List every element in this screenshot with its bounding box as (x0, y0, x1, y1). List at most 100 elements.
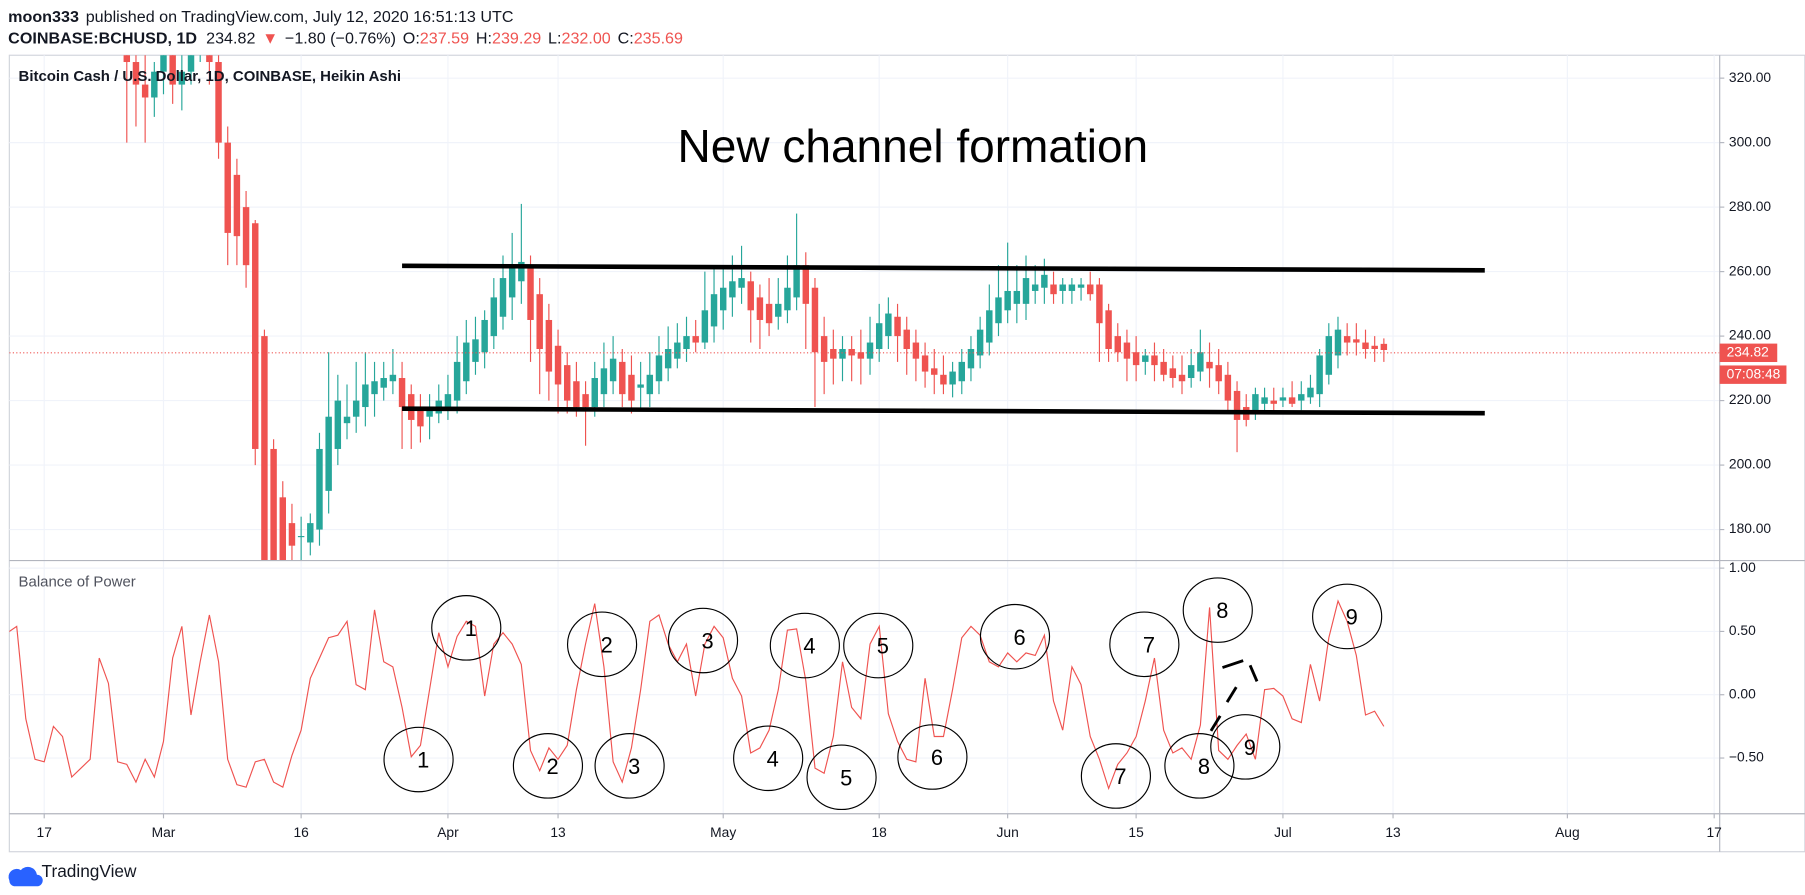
published: published on TradingView.com, July 12, 2… (86, 8, 514, 26)
candle-body (1059, 284, 1066, 291)
candle-body (1160, 361, 1167, 375)
candle-body (949, 371, 956, 385)
annotation-ellipse (769, 612, 840, 679)
candle-body (1041, 274, 1048, 288)
candle-body (573, 381, 580, 408)
x-tick-label: 18 (872, 824, 888, 840)
candle-body (261, 336, 268, 561)
candle-body (1325, 336, 1333, 375)
x-tick-label: 13 (550, 824, 566, 840)
x-tick-label: Mar (152, 824, 176, 840)
annotation-label: 7 (1143, 632, 1155, 657)
candle-body (1013, 290, 1021, 304)
footer-brand: TradingView (42, 861, 137, 881)
candle-body (1270, 400, 1277, 404)
bop-pane-title: Balance of Power (19, 573, 136, 590)
annotation-label: 5 (877, 634, 889, 659)
countdown-label: 07:08:48 (1727, 365, 1781, 381)
last: 234.82 (206, 30, 255, 48)
candle-body (426, 407, 433, 417)
candle-body (352, 400, 360, 417)
candle-body (490, 297, 498, 337)
candle-body (839, 348, 846, 359)
candle-body (1334, 329, 1342, 356)
candle-body (545, 319, 553, 372)
y-tick-label: 0.50 (1729, 622, 1756, 638)
annotation-label: 6 (1014, 625, 1026, 650)
candle-body (242, 207, 250, 266)
candle-body (1279, 397, 1287, 401)
annotation-ellipse (566, 611, 638, 678)
candle-body (206, 55, 213, 63)
candle-body (1343, 336, 1351, 343)
candle-body (371, 381, 378, 395)
x-tick-label: 17 (37, 824, 52, 840)
symbol: COINBASE:BCHUSD, 1D (8, 30, 197, 48)
candle-body (1142, 355, 1149, 362)
candle-body (141, 84, 149, 98)
candle-body (986, 310, 993, 343)
y-tick-label: 1.00 (1729, 559, 1756, 575)
candle-body (1252, 394, 1259, 414)
candle-body (1004, 290, 1011, 311)
candle-body (1380, 343, 1388, 350)
candle-body (903, 329, 910, 349)
dash (1209, 715, 1222, 732)
annotation-label: 3 (628, 754, 640, 779)
annotation-ellipse (1080, 743, 1152, 809)
candle-body (1105, 310, 1112, 349)
candle-body (857, 352, 865, 359)
candle-body (1371, 345, 1378, 349)
author: moon333 (8, 8, 79, 26)
candle-body (123, 55, 131, 63)
candle-body (719, 287, 727, 311)
dash (1248, 664, 1259, 682)
candle-body (619, 361, 626, 395)
candle-body (215, 62, 222, 143)
annotation-ellipse (1182, 577, 1253, 643)
candle-body (756, 297, 764, 320)
y-tick-label: 220.00 (1729, 391, 1772, 407)
candle-body (1233, 390, 1241, 420)
o-label: O: (403, 30, 420, 48)
candle-body (132, 62, 140, 85)
annotation-label: 8 (1198, 754, 1210, 779)
h-label: H: (476, 30, 492, 48)
annotation-ellipse (1164, 733, 1235, 799)
candle-body (1224, 374, 1232, 401)
candle-body (316, 448, 323, 530)
candle-body (288, 523, 296, 546)
annotation-label: 7 (1114, 764, 1126, 789)
candle-body (362, 384, 369, 408)
y-tick-label: 180.00 (1729, 520, 1772, 536)
l: 232.00 (562, 30, 611, 48)
candle-body (169, 55, 176, 85)
candle-body (931, 368, 938, 375)
candle-body (729, 281, 736, 298)
annotation-ellipse (667, 607, 739, 674)
y-tick-label: 300.00 (1729, 133, 1772, 149)
x-tick-label: Apr (437, 824, 459, 840)
annotation-ellipse (979, 603, 1051, 670)
candle-body (912, 342, 920, 359)
candle-body (802, 265, 810, 304)
candle-body (591, 378, 598, 408)
l-label: L: (548, 30, 561, 48)
pane-marks (9, 599, 1385, 791)
annotation-ellipse (1109, 611, 1180, 678)
candle-body (976, 329, 984, 356)
candle-body (1096, 284, 1103, 324)
annotation-label: 1 (417, 748, 429, 773)
candle-body (848, 348, 855, 356)
annotation-label: 5 (840, 765, 852, 790)
candle-body (609, 358, 617, 382)
y-tick-label: 240.00 (1729, 327, 1772, 343)
annotation-label: 4 (767, 746, 779, 771)
annotation-label: 4 (803, 634, 815, 659)
candle-body (1288, 397, 1296, 404)
countdown-badge (1719, 365, 1787, 384)
annotation-title: New channel formation (678, 120, 1149, 172)
candle-body (307, 523, 314, 543)
candle-body (1022, 278, 1030, 304)
x-tick-label: 17 (1707, 824, 1722, 840)
